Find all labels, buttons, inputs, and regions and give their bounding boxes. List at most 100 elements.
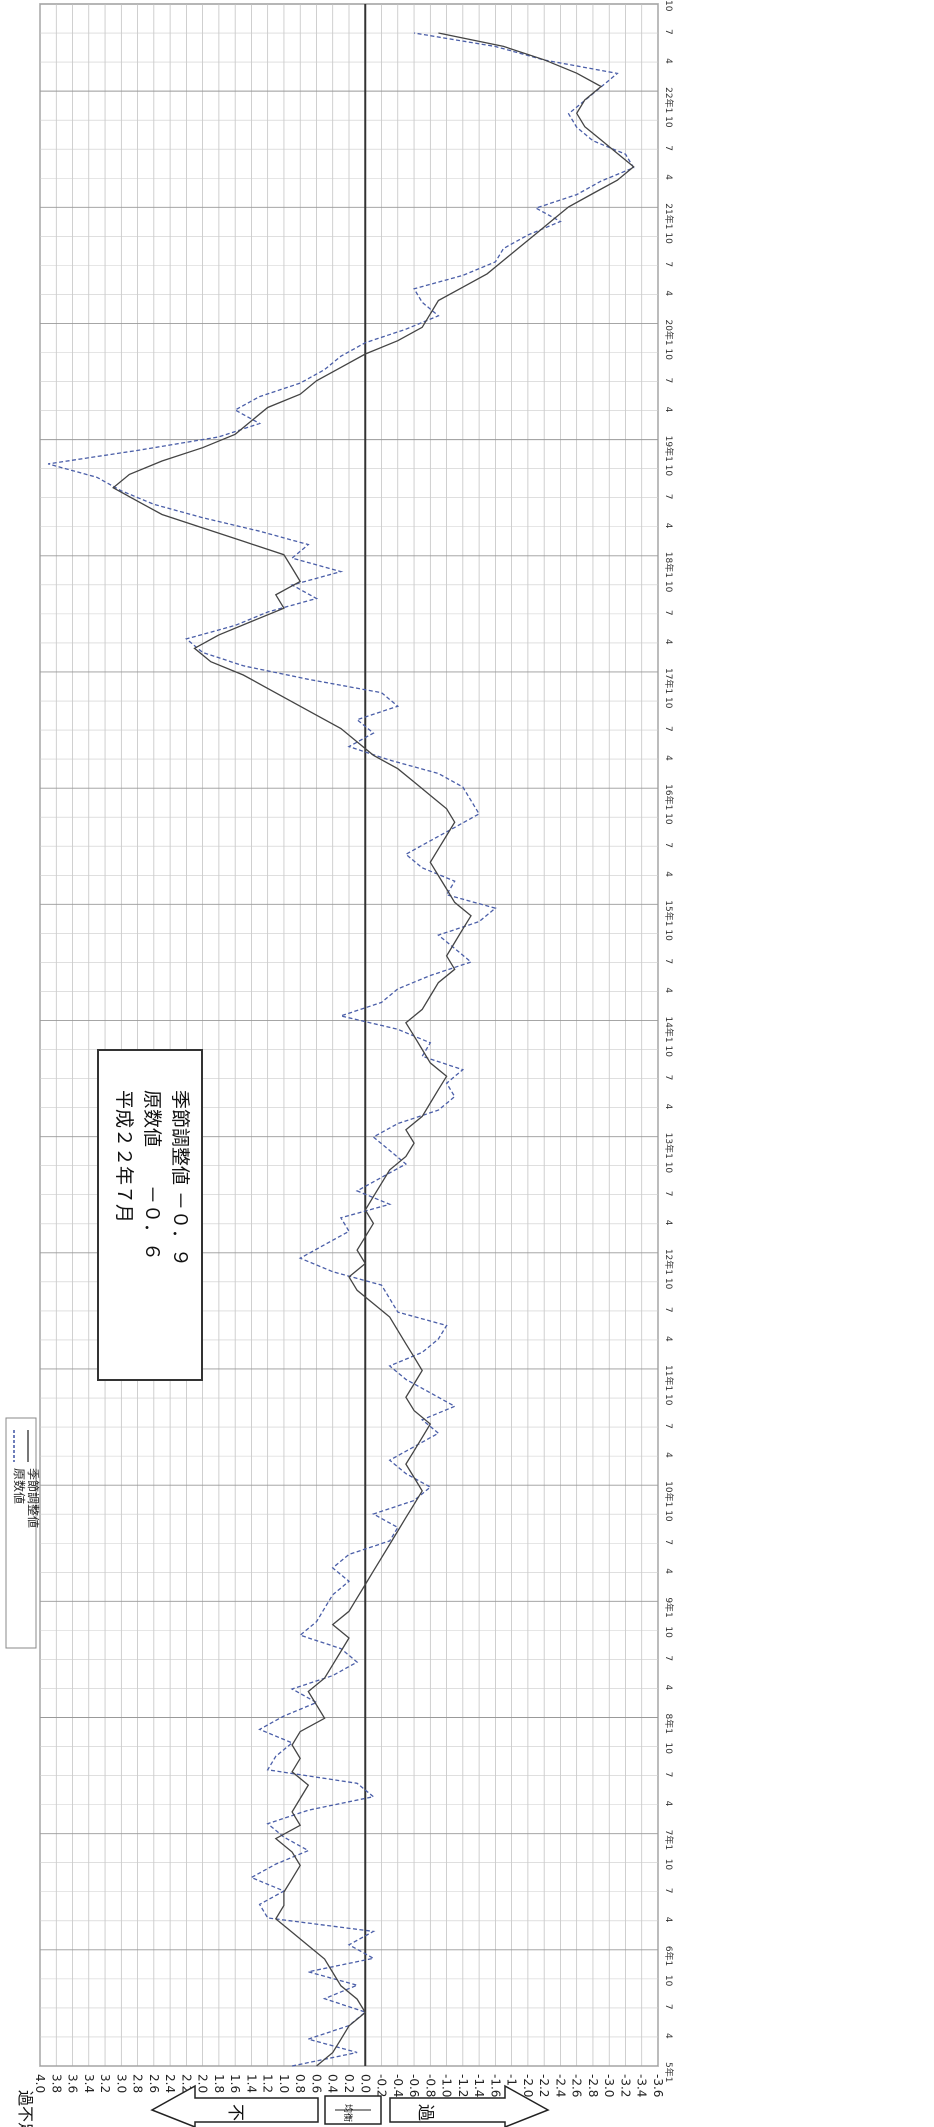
month-tick-label: 7 [663,261,673,267]
value-tick-label: -1.0 [440,2074,454,2097]
direction-indicator: 不 足 均衡 過 剰 [150,2084,550,2127]
legend: 原数値 季節調整値 [5,1417,41,1649]
month-tick-label: 4 [663,987,673,993]
month-tick-label: 10 [663,1626,673,1638]
value-tick-label: 2.4 [163,2074,177,2093]
year-tick-label: 7年1 [663,1830,675,1850]
value-tick-label: 4.0 [33,2074,47,2093]
month-tick-label: 10 [663,1162,673,1174]
month-tick-label: 10 [663,1046,673,1058]
value-tick-label: 3.2 [98,2074,112,2093]
month-tick-label: 4 [663,1336,673,1342]
month-tick-label: 7 [663,145,673,151]
shortage-arrow [150,2084,319,2127]
month-tick-label: 10 [663,697,673,709]
month-tick-label: 7 [663,1423,673,1429]
year-tick-label: 14年1 [663,1016,675,1042]
month-tick-label: 4 [663,1684,673,1690]
value-tick-label: -3.4 [635,2074,649,2097]
value-tick-label: -3.2 [618,2074,632,2097]
surplus-arrow [389,2084,550,2127]
year-tick-label: 20年1 [663,319,675,345]
month-tick-label: 7 [663,842,673,848]
value-tick-label: 0.6 [309,2074,323,2093]
year-tick-label: 18年1 [663,552,675,578]
month-tick-label: 7 [663,610,673,616]
month-tick-label: 10 [663,232,673,244]
month-tick-label: 10 [663,349,673,361]
month-tick-label: 4 [663,871,673,877]
year-tick-label: 6年1 [663,1946,675,1966]
year-tick-label: 19年1 [663,436,675,462]
info-line-3: 季節調整値 －０．９ [169,1090,191,1267]
month-tick-label: 7 [663,1888,673,1894]
value-tick-label: -2.6 [570,2074,584,2097]
month-tick-label: 7 [663,958,673,964]
year-tick-label: 22年1 [663,87,675,113]
value-tick-label: -2.8 [586,2074,600,2097]
month-tick-label: 7 [663,1191,673,1197]
value-tick-label: 3.8 [49,2074,63,2093]
value-tick-label: -2.2 [537,2074,551,2097]
value-tick-label: -1.6 [488,2074,502,2097]
value-tick-label: 0.8 [293,2074,307,2093]
value-tick-label: 1.0 [277,2074,291,2093]
legend-sa-label: 季節調整値 [26,1468,41,1528]
value-tick-label: 1.2 [261,2074,275,2093]
month-tick-label: 7 [663,1075,673,1081]
value-tick-label: -0.4 [391,2074,405,2097]
month-tick-label: 4 [663,1452,673,1458]
year-tick-label: 15年1 [663,900,675,926]
month-tick-label: 10 [663,1975,673,1987]
month-tick-label: 7 [663,1307,673,1313]
year-tick-label: 13年1 [663,1133,675,1159]
value-tick-labels: 4.0 3.8 3.6 3.4 3.2 3.0 2.8 2.6 2.4 2.2 2.0 1.8 1.6 1… [33,2074,665,2097]
month-tick-label: 7 [663,29,673,35]
month-tick-label: 7 [663,378,673,384]
value-tick-label: -2.4 [553,2074,567,2097]
month-tick-label: 4 [663,2033,673,2039]
value-tick-label: -2.0 [521,2074,535,2097]
month-tick-label: 4 [663,1568,673,1574]
info-line-1: 平成２２年７月 [113,1090,135,1223]
value-tick-label: -1.2 [456,2074,470,2097]
month-tick-label: 10 [663,0,673,12]
series-raw-line [47,32,635,2067]
value-tick-label: 1.6 [228,2074,242,2093]
month-tick-label: 10 [663,1743,673,1755]
value-tick-label: 0.4 [326,2074,340,2093]
month-tick-label: 4 [663,174,673,180]
value-tick-label: -3.0 [602,2074,616,2097]
month-tick-label: 7 [663,1655,673,1661]
month-tick-label: 10 [663,116,673,128]
legend-raw-label: 原数値 [12,1468,27,1504]
month-tick-label: 4 [663,755,673,761]
month-tick-label: 10 [663,813,673,825]
value-tick-label: -3.6 [651,2074,665,2097]
month-tick-label: 10 [663,929,673,941]
year-tick-label: 10年1 [663,1481,675,1507]
month-tick-label: 10 [663,581,673,593]
month-tick-label: 4 [663,639,673,645]
value-tick-label: -0.2 [375,2074,389,2097]
month-tick-label: 4 [663,1917,673,1923]
value-tick-label: 3.0 [114,2074,128,2093]
value-tick-label: 0.2 [342,2074,356,2093]
month-tick-label: 10 [663,1394,673,1406]
year-tick-label: 12年1 [663,1249,675,1275]
surplus-label: 過 剰 [415,2104,435,2127]
year-tick-label: 5年1 [663,2062,675,2082]
month-tick-label: 10 [663,1859,673,1871]
series-layer [47,32,635,2067]
value-tick-label: 1.4 [244,2074,258,2093]
month-tick-label: 4 [663,523,673,529]
value-tick-label: 3.4 [82,2074,96,2093]
month-tick-label: 7 [663,726,673,732]
value-tick-label: -1.4 [472,2074,486,2097]
month-tick-label: 4 [663,1220,673,1226]
axis-value-label: 過不足率（%） [16,2090,35,2127]
month-tick-label: 4 [663,58,673,64]
month-tick-label: 10 [663,465,673,477]
month-tick-label: 4 [663,1104,673,1110]
